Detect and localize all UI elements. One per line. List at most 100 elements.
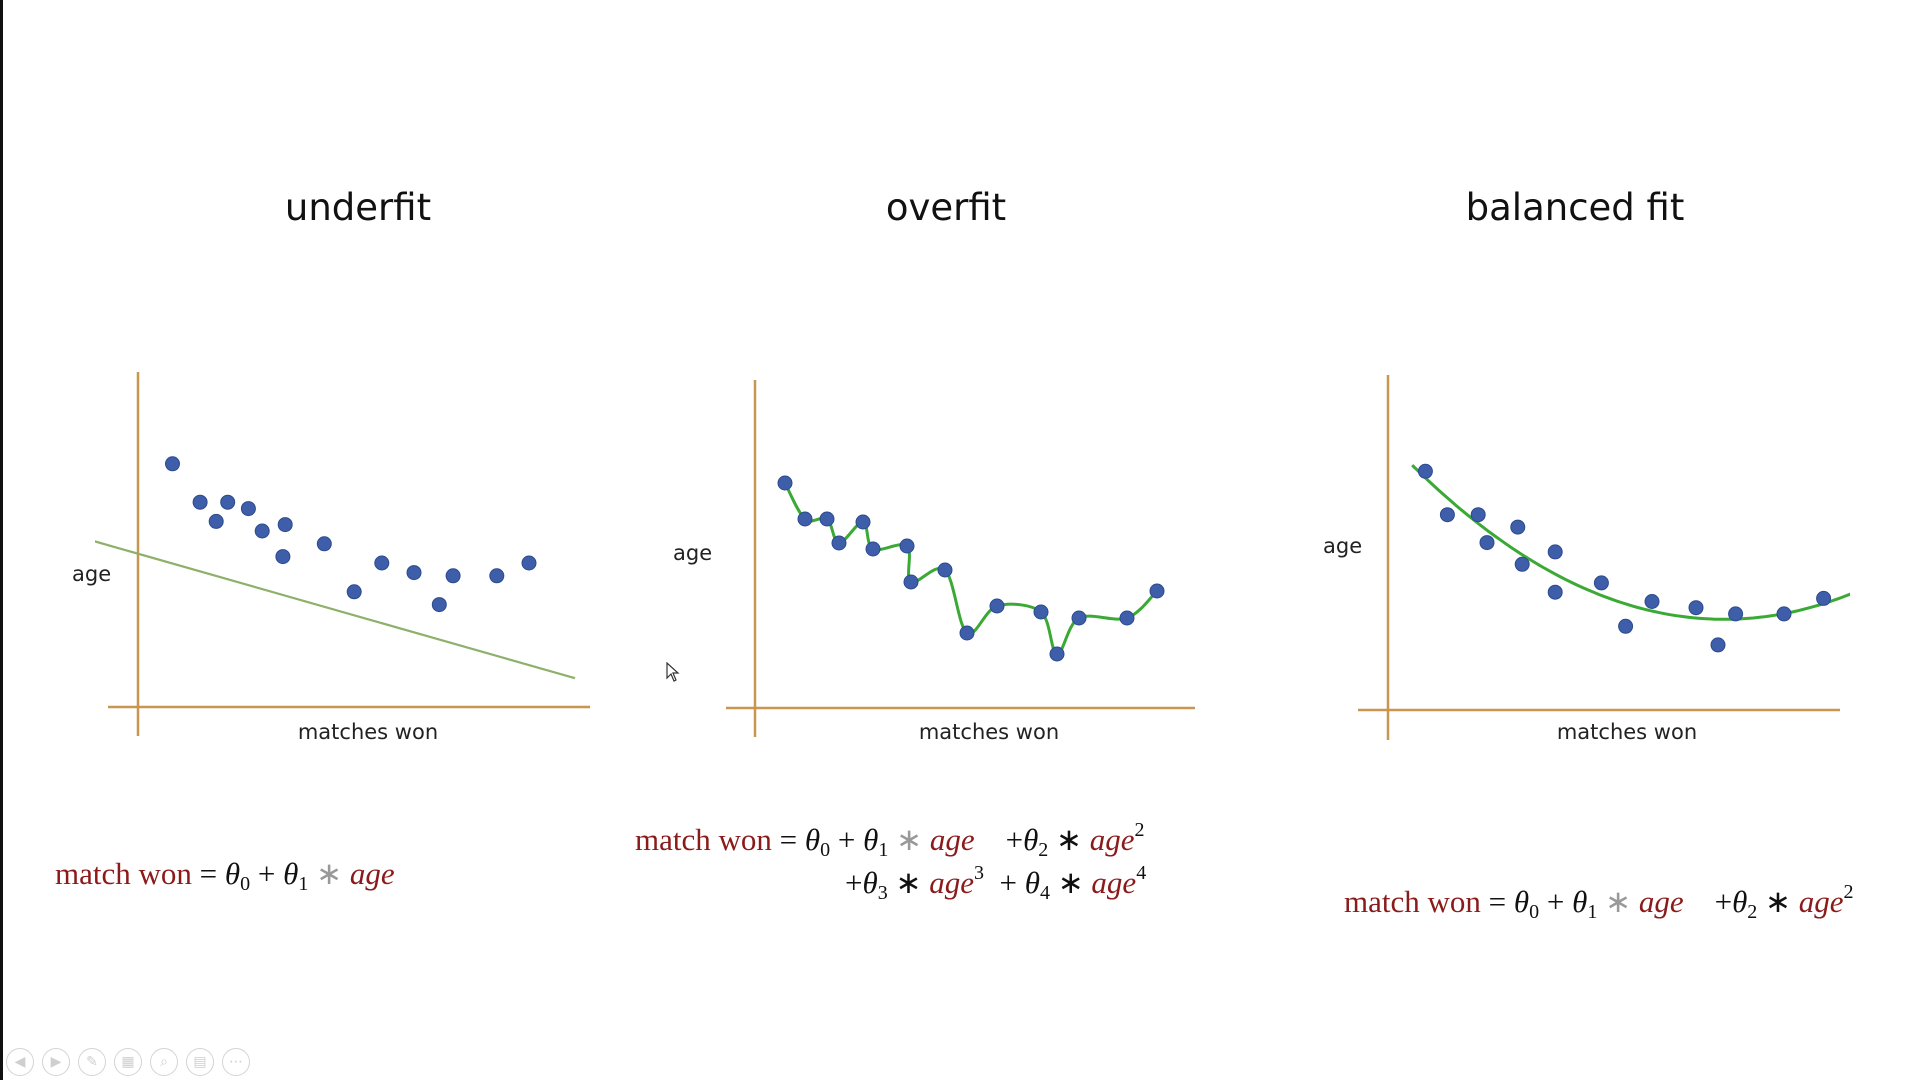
x-axis-label: matches won [297,720,439,744]
equation-lhs: match won [55,856,192,891]
equation-balanced-fit: match won = θ0 + θ1 ∗ age +θ2 ∗ age2 [1344,881,1854,923]
equation-variable: age4 [1091,862,1147,900]
data-point [277,517,293,533]
data-point [1033,604,1049,620]
data-point [1728,606,1744,622]
panel-title-underfit: underfit [284,186,432,229]
equation-operator: + [250,856,284,891]
fit-curve [783,482,1159,656]
equation-theta: θ1 [1572,884,1598,923]
equation-theta: θ3 [862,865,888,904]
data-point [777,475,793,491]
equation-theta: θ2 [1732,884,1758,923]
equation-variable: age2 [1798,881,1854,919]
data-point [1049,646,1065,662]
equation-operator: + [845,865,863,900]
panel-title-balanced-fit: balanced fit [1465,186,1685,229]
equation-theta: θ0 [1513,884,1540,923]
equation-operator: + [974,822,1024,857]
data-point [937,562,953,578]
equation-operator: + [1539,884,1573,919]
data-point [192,494,208,510]
data-point [899,538,915,554]
data-point [855,514,871,530]
data-point [1071,610,1087,626]
fit-curve [1411,464,1850,621]
equation-overfit: match won = θ0 + θ1 ∗ age +θ2 ∗ age2 +θ3 … [635,820,1147,904]
panel-title-overfit: overfit [885,186,1007,229]
subtitles-icon[interactable]: ▤ [186,1048,214,1076]
data-point [1149,583,1165,599]
x-axis-label: matches won [918,720,1060,744]
data-point [1710,637,1726,653]
y-axis-label: age [673,541,713,565]
pen-icon[interactable]: ✎ [78,1048,106,1076]
equation-operator: ∗ [887,865,930,900]
equation-operator: ∗ [1048,822,1090,857]
equation-operator: = [1480,884,1514,919]
data-point [1510,519,1526,535]
equation-operator: ∗ [1757,884,1799,919]
equation-second-line: +θ3 ∗ age3 + θ4 ∗ age4 [845,862,1147,904]
data-point [831,535,847,551]
y-axis-label: age [72,562,112,586]
chart-underfit [95,372,590,736]
equation-operator: = [771,822,805,857]
equation-operator: ∗ [308,856,350,891]
equation-theta: θ0 [804,822,831,861]
data-point [1644,594,1660,609]
data-point [240,501,256,517]
equation-lhs: match won [635,822,772,857]
data-point [1688,600,1704,616]
equation-variable: age [349,856,395,891]
data-point [1514,556,1530,572]
data-point [521,555,537,571]
data-point [208,513,224,529]
next-icon[interactable]: ▶ [42,1048,70,1076]
equation-underfit: match won = θ0 + θ1 ∗ age [55,856,395,895]
data-point [1119,610,1135,626]
equation-theta: θ1 [863,822,889,861]
chart-overfit [726,380,1195,737]
equation-theta: θ2 [1023,822,1049,861]
y-axis-label: age [1323,534,1363,558]
data-point [254,523,270,539]
data-point [1618,618,1634,634]
equation-operator: ∗ [888,822,930,857]
data-point [1439,507,1455,523]
data-point [865,541,881,557]
mouse-cursor-icon [666,662,680,682]
data-point [1816,590,1832,606]
equation-operator: + [1683,884,1733,919]
data-point [346,584,362,600]
equation-variable: age [929,822,975,857]
slideshow-toolbar: ◀ ▶ ✎ ▦ ⌕ ▤ ⋯ [6,1048,250,1076]
fit-line [95,540,576,680]
data-point [1547,584,1563,600]
equation-theta: θ1 [283,856,309,895]
data-point [220,494,236,510]
previous-icon[interactable]: ◀ [6,1048,34,1076]
data-point [489,568,505,584]
data-point [445,568,461,584]
equation-variable: age3 [929,862,984,900]
more-icon[interactable]: ⋯ [222,1048,250,1076]
zoom-icon[interactable]: ⌕ [150,1048,178,1076]
equation-operator: + [830,822,864,857]
equation-operator: + [983,865,1025,900]
equation-operator: = [191,856,225,891]
slides-icon[interactable]: ▦ [114,1048,142,1076]
data-point [1479,535,1495,551]
equation-operator: ∗ [1597,884,1639,919]
chart-balanced-fit [1358,375,1850,740]
data-point [1593,575,1609,591]
data-point [903,574,919,590]
equation-lhs: match won [1344,884,1481,919]
data-point [1547,544,1563,560]
data-point [316,536,332,552]
window-left-border [0,0,3,1080]
equation-theta: θ4 [1024,865,1050,904]
x-axis-label: matches won [1556,720,1698,744]
data-point [819,511,835,527]
